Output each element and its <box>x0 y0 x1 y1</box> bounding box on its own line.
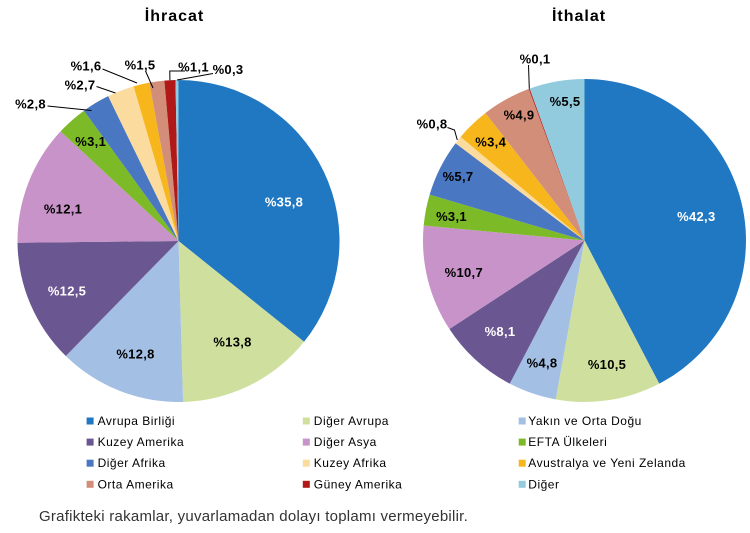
svg-text:%1,1: %1,1 <box>178 59 209 74</box>
svg-text:Kuzey Afrika: Kuzey Afrika <box>314 456 387 470</box>
svg-text:%0,1: %0,1 <box>520 52 551 67</box>
svg-text:%4,8: %4,8 <box>527 356 558 371</box>
svg-text:%0,8: %0,8 <box>417 117 448 132</box>
svg-text:%12,5: %12,5 <box>48 284 86 299</box>
svg-text:%1,6: %1,6 <box>71 58 102 73</box>
svg-text:%8,1: %8,1 <box>485 324 516 339</box>
svg-text:EFTA Ülkeleri: EFTA Ülkeleri <box>528 435 607 449</box>
svg-text:%4,9: %4,9 <box>504 108 535 123</box>
svg-text:Diğer Afrika: Diğer Afrika <box>98 456 166 470</box>
svg-text:Grafikteki rakamlar, yuvarlama: Grafikteki rakamlar, yuvarlamadan dolayı… <box>39 508 468 525</box>
svg-text:%42,3: %42,3 <box>677 209 715 224</box>
svg-text:Orta Amerika: Orta Amerika <box>98 477 174 491</box>
svg-text:%0,3: %0,3 <box>213 62 244 77</box>
svg-text:Avustralya ve Yeni Zelanda: Avustralya ve Yeni Zelanda <box>528 456 686 470</box>
svg-text:%12,1: %12,1 <box>44 202 82 217</box>
svg-text:Avrupa Birliği: Avrupa Birliği <box>98 414 175 428</box>
svg-text:%5,5: %5,5 <box>550 94 581 109</box>
svg-text:Yakın ve Orta Doğu: Yakın ve Orta Doğu <box>528 414 642 428</box>
svg-text:%2,7: %2,7 <box>65 78 96 93</box>
svg-text:İhracat: İhracat <box>145 7 204 25</box>
svg-text:%2,8: %2,8 <box>15 97 46 112</box>
svg-text:%3,4: %3,4 <box>475 135 506 150</box>
svg-text:Güney Amerika: Güney Amerika <box>314 477 403 491</box>
svg-text:%1,5: %1,5 <box>125 57 156 72</box>
svg-text:%3,1: %3,1 <box>75 134 106 149</box>
svg-text:%10,5: %10,5 <box>588 357 626 372</box>
svg-text:Diğer Avrupa: Diğer Avrupa <box>314 414 389 428</box>
svg-text:İthalat: İthalat <box>552 7 606 25</box>
svg-text:%35,8: %35,8 <box>265 195 303 210</box>
svg-text:Diğer Asya: Diğer Asya <box>314 435 377 449</box>
svg-text:%13,8: %13,8 <box>213 334 251 349</box>
svg-text:Kuzey Amerika: Kuzey Amerika <box>98 435 185 449</box>
svg-text:%3,1: %3,1 <box>436 209 467 224</box>
svg-text:%10,7: %10,7 <box>445 265 483 280</box>
svg-text:Diğer: Diğer <box>528 477 559 491</box>
svg-text:%12,8: %12,8 <box>116 347 154 362</box>
svg-text:%5,7: %5,7 <box>443 169 474 184</box>
